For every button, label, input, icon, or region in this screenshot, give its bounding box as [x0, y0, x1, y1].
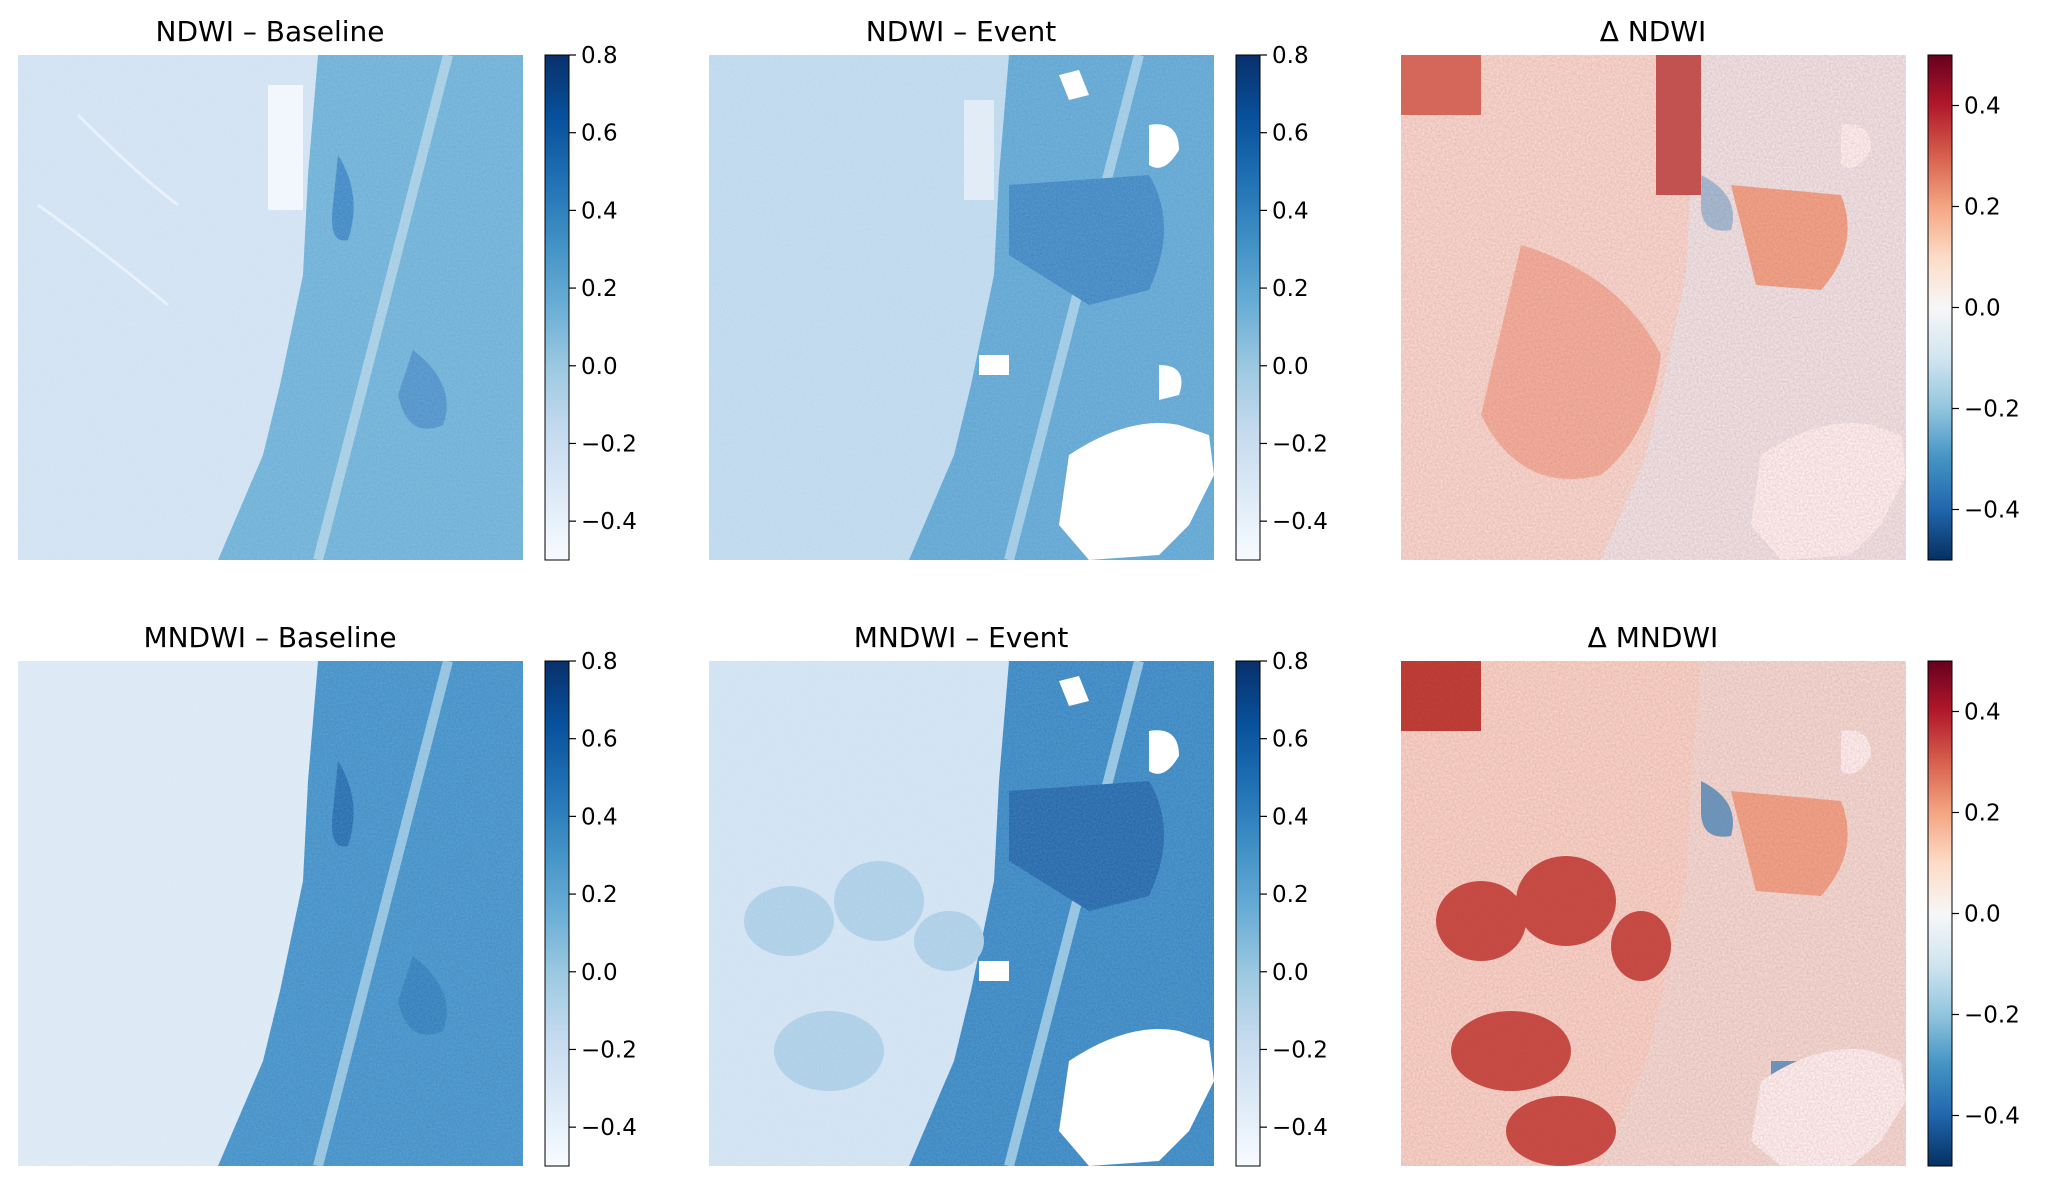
colorbar-tick-label: −0.4 [1272, 1115, 1328, 1141]
panel-title: Δ MNDWI [1588, 621, 1719, 654]
colorbar: 0.8 0.6 0.4 0.2 0.0 −0.2 −0.4 [1235, 43, 1328, 561]
colorbar-tick-label: 0.2 [1964, 801, 2001, 827]
colorbar-ticks: 0.8 0.6 0.4 0.2 0.0 −0.2 −0.4 [1260, 649, 1328, 1141]
panel-title: MNDWI – Event [854, 621, 1069, 654]
index-map-image [709, 661, 1214, 1166]
colorbar-tick-label: 0.0 [581, 960, 618, 986]
colorbar-tick-label: 0.2 [581, 882, 618, 908]
colorbar-gradient [544, 54, 570, 561]
colorbar-gradient [1927, 54, 1953, 561]
colorbar-tick-label: 0.2 [1272, 882, 1309, 908]
colorbar-tick-label: 0.0 [1272, 354, 1309, 380]
colorbar-ticks: 0.8 0.6 0.4 0.2 0.0 −0.2 −0.4 [569, 649, 637, 1141]
panel-mndwi-event: MNDWI – Event 0.8 0.6 0.4 0.2 0.0 −0.2 −0.4 [709, 621, 1328, 1167]
panel-title: NDWI – Baseline [156, 15, 385, 48]
index-map-image [1401, 661, 1906, 1166]
colorbar-tick-label: 0.2 [581, 276, 618, 302]
colorbar-gradient [1927, 660, 1953, 1167]
panel-delta-mndwi: Δ MNDWI [1401, 621, 2020, 1167]
grain-overlay [709, 55, 1214, 560]
colorbar-tick-label: 0.4 [581, 804, 618, 830]
colorbar-tick-label: 0.4 [1964, 700, 2001, 726]
grain-overlay [18, 661, 523, 1166]
colorbar-tick-label: 0.4 [1272, 804, 1309, 830]
colorbar-tick-label: 0.4 [1964, 94, 2001, 120]
colorbar-tick-label: −0.4 [581, 1115, 637, 1141]
colorbar-tick-label: 0.0 [1272, 960, 1309, 986]
grain-overlay [1401, 661, 1906, 1166]
colorbar-tick-label: 0.6 [1272, 121, 1309, 147]
colorbar-tick-label: −0.2 [581, 1037, 637, 1063]
colorbar-gradient [1235, 660, 1261, 1167]
colorbar-tick-label: 0.6 [581, 727, 618, 753]
colorbar-ticks: 0.4 0.2 0.0 −0.2 −0.4 [1952, 700, 2020, 1130]
colorbar-tick-label: −0.4 [581, 509, 637, 535]
panel-mndwi-baseline: MNDWI – Baseline 0.8 0.6 0.4 0.2 0.0 −0.2 −0.4 [18, 621, 637, 1167]
colorbar: 0.8 0.6 0.4 0.2 0.0 −0.2 −0.4 [1235, 649, 1328, 1167]
colorbar-tick-label: 0.6 [1272, 727, 1309, 753]
panel-title: NDWI – Event [866, 15, 1056, 48]
colorbar-tick-label: 0.8 [1272, 43, 1309, 69]
panel-delta-ndwi: Δ NDWI 0.4 0.2 0.0 −0.2 −0.4 [1401, 15, 2020, 561]
colorbar: 0.4 0.2 0.0 −0.2 −0.4 [1927, 54, 2020, 561]
grain-overlay [1401, 55, 1906, 560]
colorbar-ticks: 0.8 0.6 0.4 0.2 0.0 −0.2 −0.4 [1260, 43, 1328, 535]
colorbar-tick-label: 0.8 [581, 43, 618, 69]
colorbar-tick-label: −0.4 [1964, 1104, 2020, 1130]
colorbar: 0.8 0.6 0.4 0.2 0.0 −0.2 −0.4 [544, 43, 637, 561]
colorbar-tick-label: −0.2 [1272, 431, 1328, 457]
colorbar-tick-label: −0.2 [1964, 1003, 2020, 1029]
colorbar-tick-label: 0.0 [1964, 296, 2001, 322]
colorbar: 0.8 0.6 0.4 0.2 0.0 −0.2 −0.4 [544, 649, 637, 1167]
colorbar-tick-label: 0.2 [1964, 195, 2001, 221]
index-map-image [709, 55, 1214, 560]
colorbar-ticks: 0.8 0.6 0.4 0.2 0.0 −0.2 −0.4 [569, 43, 637, 535]
grain-overlay [709, 661, 1214, 1166]
index-map-image [18, 661, 523, 1166]
colorbar-tick-label: −0.4 [1964, 498, 2020, 524]
colorbar-tick-label: 0.8 [1272, 649, 1309, 675]
colorbar-tick-label: 0.8 [581, 649, 618, 675]
colorbar-tick-label: −0.4 [1272, 509, 1328, 535]
colorbar-tick-label: −0.2 [1964, 397, 2020, 423]
panel-ndwi-baseline: NDWI – Baseline 0.8 0.6 0.4 0.2 0.0 −0.2 −0.4 [18, 15, 637, 561]
colorbar-ticks: 0.4 0.2 0.0 −0.2 −0.4 [1952, 94, 2020, 524]
index-map-image [1401, 55, 1906, 560]
colorbar-tick-label: −0.2 [1272, 1037, 1328, 1063]
colorbar-tick-label: 0.0 [1964, 902, 2001, 928]
panel-title: MNDWI – Baseline [143, 621, 396, 654]
colorbar-tick-label: 0.0 [581, 354, 618, 380]
colorbar-tick-label: 0.4 [1272, 198, 1309, 224]
panel-ndwi-event: NDWI – Event 0.8 0.6 0.4 0.2 0.0 −0.2 −0.4 [709, 15, 1328, 561]
colorbar-tick-label: −0.2 [581, 431, 637, 457]
colorbar-gradient [544, 660, 570, 1167]
panel-title: Δ NDWI [1600, 15, 1707, 48]
colorbar-gradient [1235, 54, 1261, 561]
colorbar-tick-label: 0.2 [1272, 276, 1309, 302]
colorbar-tick-label: 0.4 [581, 198, 618, 224]
colorbar: 0.4 0.2 0.0 −0.2 −0.4 [1927, 660, 2020, 1167]
grain-overlay [18, 55, 523, 560]
index-map-image [18, 55, 523, 560]
colorbar-tick-label: 0.6 [581, 121, 618, 147]
